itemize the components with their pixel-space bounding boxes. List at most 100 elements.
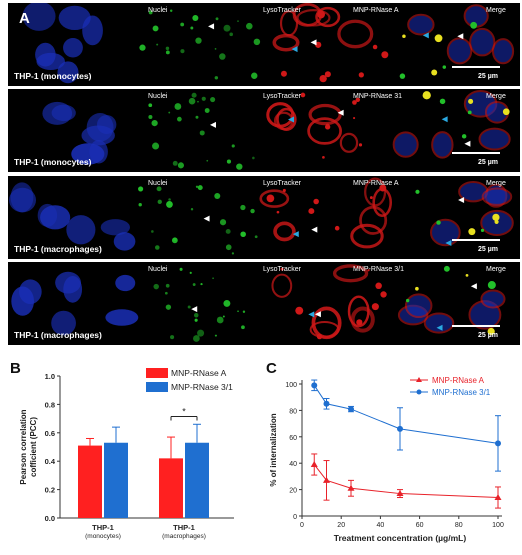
colocalized-dot xyxy=(415,286,419,291)
lysosome-dot xyxy=(252,156,255,160)
nucleus-blob xyxy=(51,310,76,336)
nucleus-blob xyxy=(57,61,79,84)
scale-bar xyxy=(452,66,500,68)
lysosome-dot xyxy=(201,96,206,101)
x-tick-label: 40 xyxy=(377,522,385,529)
significance-marker: * xyxy=(182,406,186,416)
lysosome-dot xyxy=(216,316,224,324)
lysosome-dot xyxy=(172,160,178,166)
lysosome-dot xyxy=(166,201,173,208)
mnp-dot xyxy=(352,100,357,105)
arrowhead-marker xyxy=(210,121,217,128)
legend-label: MNP-RNase A xyxy=(171,368,227,378)
scale-bar-label: 25 µm xyxy=(478,159,498,166)
mnp-dot xyxy=(381,51,389,59)
chart-c: 0 20 40 60 80 100 0 20 40 60 80 100 Treatment concen… xyxy=(262,358,522,550)
lysosome-dot xyxy=(219,219,227,226)
arrowhead-marker xyxy=(292,231,299,238)
lysosome-dot xyxy=(187,305,191,309)
arrowhead-marker xyxy=(311,226,318,233)
y-axis-label: % of internalization xyxy=(269,413,278,486)
nucleus-blob xyxy=(8,187,37,213)
merged-cell xyxy=(430,218,461,247)
merged-cell xyxy=(478,127,511,151)
nucleus-blob xyxy=(100,219,130,236)
mnp-dot xyxy=(319,74,327,83)
lysosome-dot xyxy=(168,198,171,201)
legend-marker xyxy=(416,377,422,382)
scale-bar xyxy=(452,152,500,154)
lysosome-dot xyxy=(138,186,144,192)
channel-label: MNP-RNase A xyxy=(353,7,399,14)
micrograph-row: Nuclei LysoTracker MNP-RNase A Merge THP-1 (… xyxy=(8,3,520,86)
mnp-dot xyxy=(372,44,378,50)
chart-c-svg: 0 20 40 60 80 100 0 20 40 60 80 100 Treatment concen… xyxy=(269,376,504,543)
lysosome-dot xyxy=(190,208,194,211)
micrograph-image xyxy=(22,3,515,84)
arrowhead-marker xyxy=(458,196,465,203)
mnp-dot xyxy=(322,156,325,159)
mnp-dot xyxy=(282,188,286,193)
colocalized-dot xyxy=(480,228,485,232)
lysosome-dot xyxy=(210,96,216,103)
mnp-cell xyxy=(276,107,297,131)
channel-label: Nuclei xyxy=(148,266,168,273)
panel-a-letter: A xyxy=(19,10,30,27)
lysosome-dot xyxy=(231,252,235,255)
nucleus-blob xyxy=(105,309,139,326)
category-label: THP-1 xyxy=(173,523,195,532)
lysosome-dot xyxy=(157,199,162,205)
colocalized-dot xyxy=(439,98,446,105)
bar xyxy=(104,442,128,518)
data-point xyxy=(348,406,354,413)
scale-bar xyxy=(452,325,500,327)
legend-swatch xyxy=(146,368,168,378)
lysosome-dot xyxy=(251,72,258,79)
lysosome-dot xyxy=(169,9,173,12)
lysosome-dot xyxy=(240,204,246,211)
data-point xyxy=(397,425,403,432)
x-axis-label: Treatment concentration (µg/mL) xyxy=(334,533,467,543)
lysosome-dot xyxy=(197,185,203,191)
lysosome-dot xyxy=(170,335,175,340)
legend-label: MNP-RNase 3/1 xyxy=(171,382,233,392)
mnp-dot xyxy=(352,116,356,120)
y-tick-label: 0.0 xyxy=(45,514,55,523)
channel-label: LysoTracker xyxy=(263,93,301,100)
lysosome-dot xyxy=(193,335,200,342)
mnp-dot xyxy=(356,319,363,326)
panel-c-letter: C xyxy=(266,360,277,377)
data-point xyxy=(323,400,330,407)
lysosome-dot xyxy=(197,329,205,337)
arrowhead-marker xyxy=(310,39,317,46)
colocalized-dot xyxy=(415,189,420,194)
mnp-dot xyxy=(300,92,306,98)
cell-type-label: THP-1 (monocytes) xyxy=(14,71,92,81)
lysosome-dot xyxy=(179,267,183,271)
cell-type-label: THP-1 (macrophages) xyxy=(14,330,102,340)
mnp-dot xyxy=(295,306,304,315)
data-point xyxy=(310,461,318,468)
nucleus-blob xyxy=(42,101,73,125)
arrowhead-marker xyxy=(308,311,315,318)
chart-b: 0.0 0.2 0.4 0.6 0.8 1.0 Pearson correlationcof… xyxy=(0,358,262,550)
series-line xyxy=(313,464,499,499)
channel-label: Merge xyxy=(486,180,506,187)
arrowhead-marker xyxy=(337,109,344,116)
lysosome-dot xyxy=(236,163,243,170)
lysosome-dot xyxy=(148,10,153,15)
colocalized-dot xyxy=(470,21,478,29)
data-point xyxy=(311,382,318,389)
channel-label: Merge xyxy=(486,266,506,273)
lysosome-dot xyxy=(214,192,221,199)
x-tick-label: 100 xyxy=(492,522,504,529)
lysosome-dot xyxy=(164,291,168,295)
lysosome-dot xyxy=(148,114,153,119)
lysosome-dot xyxy=(190,26,194,30)
lysosome-dot xyxy=(138,203,142,207)
nucleus-blob xyxy=(19,279,42,305)
colocalized-dot xyxy=(436,220,441,225)
nucleus-blob xyxy=(40,205,71,230)
channel-label: LysoTracker xyxy=(263,180,301,187)
scale-bar-label: 25 µm xyxy=(478,246,498,253)
